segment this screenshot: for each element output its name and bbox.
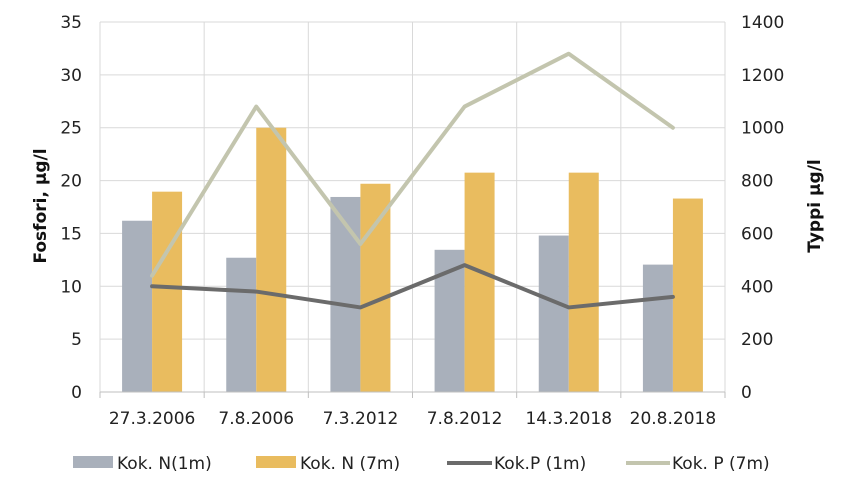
x-tick-label: 14.3.2018 [525, 409, 612, 429]
y-tick-label: 30 [60, 66, 82, 86]
y-tick-label: 5 [71, 330, 82, 350]
legend: Kok. N(1m) Kok. N (7m) Kok.P (1m) Kok. P… [73, 454, 770, 474]
bar-n7m [360, 183, 391, 392]
x-tick-label: 7.8.2012 [427, 409, 503, 429]
bar-n1m [122, 220, 153, 392]
y2-tick-label: 1000 [741, 119, 784, 139]
bar-n7m [152, 191, 183, 392]
bar-n1m [642, 264, 673, 392]
bar-n7m [256, 127, 287, 392]
y2-tick-label: 1400 [741, 13, 784, 33]
left-axis-ticks: 0 5 10 15 20 25 30 35 [60, 13, 82, 403]
y2-tick-label: 1200 [741, 66, 784, 86]
x-tick-label: 27.3.2006 [109, 409, 196, 429]
y-tick-label: 10 [60, 277, 82, 297]
y-tick-label: 25 [60, 119, 82, 139]
y2-tick-label: 200 [741, 330, 773, 350]
lines-layer [150, 51, 675, 310]
bar-n1m [330, 196, 361, 392]
y2-tick-label: 400 [741, 277, 773, 297]
legend-label-p1m: Kok.P (1m) [494, 454, 586, 474]
x-tick-label: 7.3.2012 [323, 409, 399, 429]
y2-tick-label: 800 [741, 172, 773, 192]
y-tick-label: 0 [71, 383, 82, 403]
bar-n1m [226, 257, 257, 392]
legend-swatch-n1m [73, 456, 113, 468]
legend-label-n7m: Kok. N (7m) [300, 454, 400, 474]
bars-layer [122, 127, 703, 392]
bar-n7m [568, 172, 599, 392]
bar-n7m [464, 172, 495, 392]
gridlines [99, 21, 726, 398]
y2-tick-label: 600 [741, 224, 773, 244]
line-series-p7m [150, 51, 675, 278]
y-tick-label: 20 [60, 172, 82, 192]
bar-n7m [672, 198, 703, 392]
y-tick-label: 35 [60, 13, 82, 33]
line-series-p1m [150, 263, 675, 310]
right-axis-ticks: 0 200 400 600 800 1000 1200 1400 [741, 13, 784, 403]
legend-label-n1m: Kok. N(1m) [117, 454, 212, 474]
y-tick-label: 15 [60, 224, 82, 244]
x-tick-label: 7.8.2006 [218, 409, 294, 429]
left-axis-title: Fosfori, µg/l [31, 148, 51, 263]
x-axis-ticks: 27.3.2006 7.8.2006 7.3.2012 7.8.2012 14.3.20… [109, 409, 716, 429]
x-tick-label: 20.8.2018 [630, 409, 717, 429]
bar-n1m [538, 235, 569, 392]
right-axis-title: Typpi µg/l [805, 159, 825, 252]
legend-swatch-n7m [256, 456, 296, 468]
legend-label-p7m: Kok. P (7m) [672, 454, 770, 474]
y2-tick-label: 0 [741, 383, 752, 403]
